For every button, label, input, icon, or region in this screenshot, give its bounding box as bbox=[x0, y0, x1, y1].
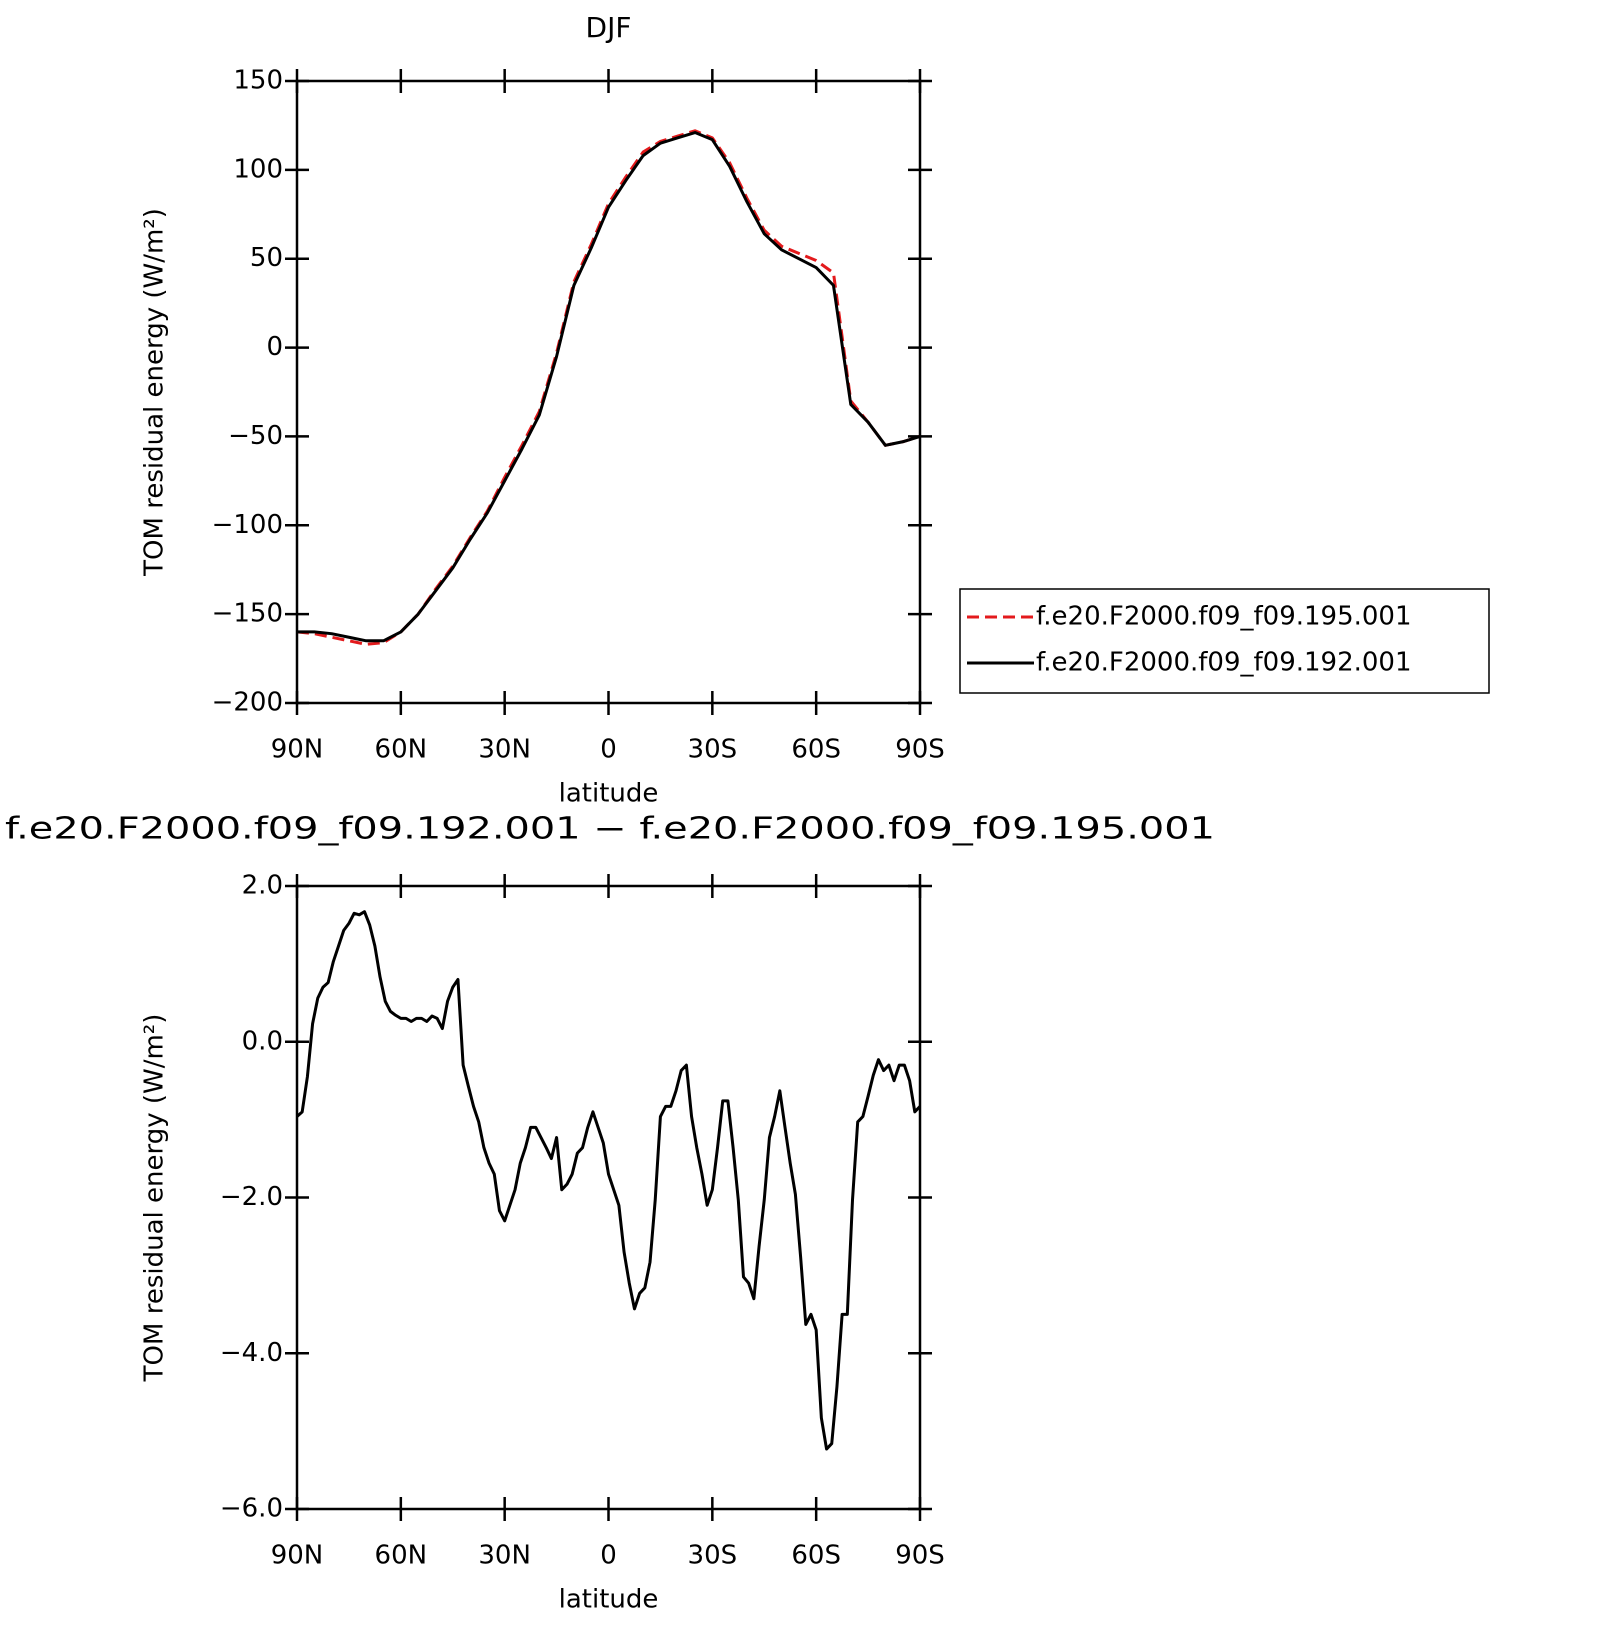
plot-frame bbox=[295, 884, 922, 1511]
y-tick-label: 50 bbox=[250, 243, 283, 273]
x-tick-label: 0 bbox=[600, 735, 617, 765]
x-tick-label: 90N bbox=[271, 1541, 324, 1571]
x-tick-label: 60S bbox=[791, 1541, 841, 1571]
y-axis-label: TOM residual energy (W/m²) bbox=[140, 1014, 170, 1383]
legend-box bbox=[959, 588, 1490, 694]
legend-label: f.e20.F2000.f09_f09.195.001 bbox=[1036, 602, 1412, 632]
y-tick-label: 0.0 bbox=[242, 1026, 283, 1056]
x-axis-label: latitude bbox=[559, 779, 659, 809]
chart-title: DJF bbox=[586, 11, 632, 44]
x-tick-label: 60N bbox=[375, 1541, 428, 1571]
x-tick-label: 60N bbox=[375, 735, 428, 765]
y-tick-label: −100 bbox=[212, 510, 283, 540]
plot-frame bbox=[295, 79, 922, 705]
chart-title: f.e20.F2000.f09_f09.192.001 − f.e20.F200… bbox=[5, 812, 1215, 847]
y-tick-label: −150 bbox=[212, 599, 283, 629]
y-tick-label: −2.0 bbox=[220, 1182, 283, 1212]
x-tick-label: 0 bbox=[600, 1541, 617, 1571]
x-tick-label: 30N bbox=[478, 1541, 531, 1571]
y-tick-label: 0 bbox=[266, 332, 283, 362]
x-axis-label: latitude bbox=[559, 1585, 659, 1615]
y-tick-label: −200 bbox=[212, 688, 283, 718]
x-tick-label: 90S bbox=[895, 735, 945, 765]
y-tick-label: −6.0 bbox=[220, 1494, 283, 1524]
data-line bbox=[297, 131, 921, 643]
y-tick-label: 150 bbox=[233, 66, 283, 96]
x-tick-label: 30S bbox=[688, 1541, 738, 1571]
y-tick-label: −4.0 bbox=[220, 1338, 283, 1368]
y-tick-label: −50 bbox=[228, 421, 283, 451]
x-tick-label: 30N bbox=[478, 735, 531, 765]
legend-label: f.e20.F2000.f09_f09.192.001 bbox=[1036, 648, 1412, 678]
x-tick-label: 90N bbox=[271, 735, 324, 765]
y-axis-label: TOM residual energy (W/m²) bbox=[140, 208, 170, 577]
x-tick-label: 30S bbox=[688, 735, 738, 765]
data-line bbox=[295, 910, 922, 1451]
x-tick-label: 90S bbox=[895, 1541, 945, 1571]
y-tick-label: 100 bbox=[233, 154, 283, 184]
y-tick-label: 2.0 bbox=[242, 871, 283, 901]
x-tick-label: 60S bbox=[791, 735, 841, 765]
